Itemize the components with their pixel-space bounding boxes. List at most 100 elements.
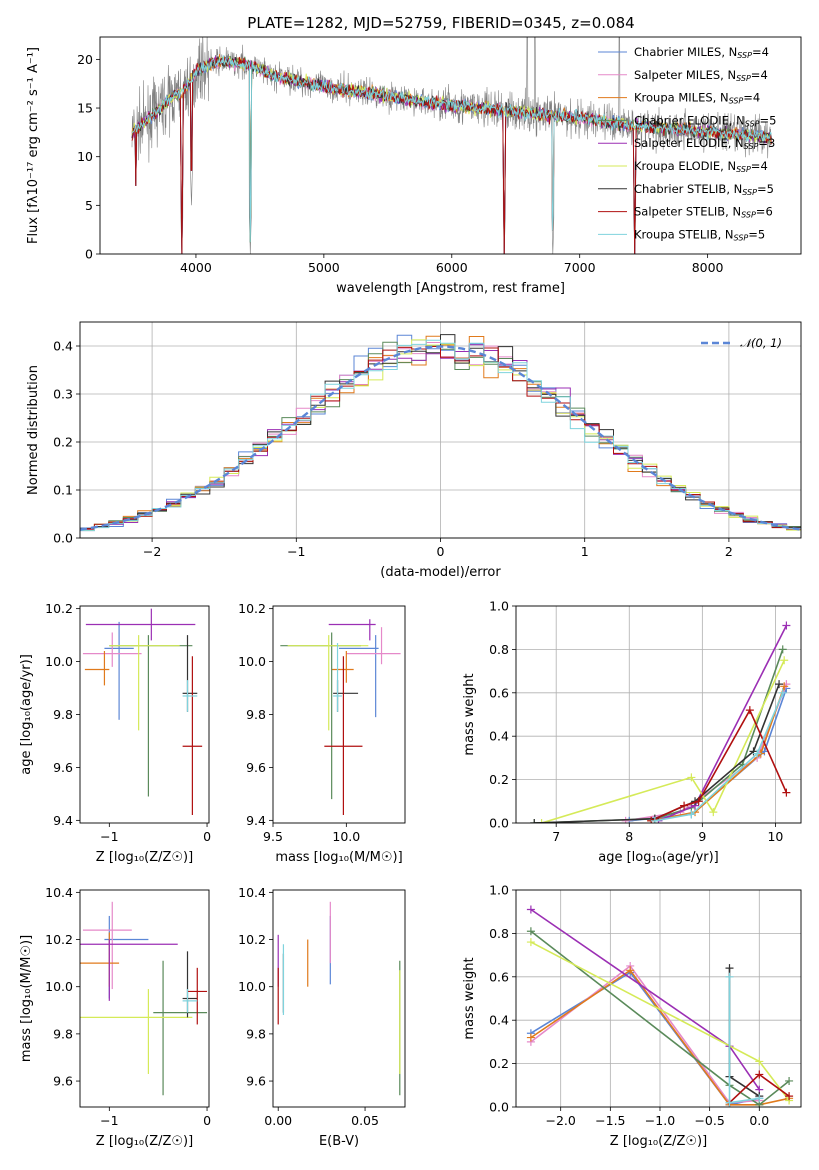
series-point-marker [650, 816, 659, 823]
x-axis-label: Z [log₁₀(Z/Z☉)] [96, 850, 193, 865]
y-axis-label: mass [log₁₀(M/M☉)] [19, 935, 34, 1062]
model-spectrum-line [131, 58, 772, 254]
y-tick-label: 0.2 [53, 435, 73, 450]
x-axis-label: (data-model)/error [380, 565, 501, 580]
model-spectrum-line [131, 55, 772, 243]
x-axis-label: mass [log₁₀(M/M☉)] [275, 850, 402, 865]
y-axis-label: mass weight [462, 673, 477, 755]
y-tick-label: 10.4 [45, 885, 73, 900]
y-axis-label: mass weight [462, 957, 477, 1039]
x-tick-label: −1 [100, 829, 118, 844]
model-spectrum-line [131, 56, 772, 254]
y-tick-label: 0.0 [489, 816, 509, 831]
x-tick-label: −1.0 [645, 1113, 675, 1128]
series-point-marker [526, 1033, 535, 1042]
series-point-marker [694, 797, 703, 806]
x-tick-label: −0.5 [694, 1113, 724, 1128]
y-tick-label: 10.2 [45, 601, 73, 616]
series-point-marker [709, 808, 718, 817]
series-point-marker [745, 706, 754, 715]
x-tick-label: 0.00 [264, 1113, 292, 1128]
legend-nssp: 4 [760, 159, 767, 173]
legend-nssp: 5 [758, 227, 765, 241]
y-tick-label: 9.4 [53, 813, 73, 828]
series-line [534, 683, 780, 823]
series-point-marker [780, 682, 789, 691]
y-tick-label: 9.4 [246, 813, 266, 828]
y-tick-label: 10.2 [45, 932, 73, 947]
weight-series [530, 621, 791, 823]
x-tick-label: −2 [143, 544, 161, 559]
weight-vs-Z-panel: −2.0 −1.5 −1.0 −0.5 0.0 0.0 0.2 0.4 0.6 0.8 1.0 Z [… [462, 883, 802, 1149]
legend-label: Chabrier MILES, NSSP=4 [634, 45, 769, 60]
axes-frame [79, 321, 802, 539]
residuals-panel: −2 −1 0 1 2 0.0 0.1 0.2 0.3 0.4 (data-model)/error… [26, 321, 802, 580]
series-point-marker [537, 819, 546, 823]
y-tick-label: 10.0 [45, 654, 73, 669]
y-tick-label: 0.6 [489, 685, 509, 700]
x-tick-label: 9.5 [263, 829, 283, 844]
axes-frame [79, 605, 210, 824]
series-line [650, 708, 788, 822]
y-tick-label: 0.2 [489, 1056, 509, 1071]
legend-label: Kroupa MILES, NSSP=4 [634, 91, 760, 106]
errorbars [277, 901, 401, 1096]
model-spectrum-line [131, 56, 772, 254]
y-tick-label: 20 [77, 52, 93, 67]
series-point-marker [755, 1070, 764, 1079]
series-point-marker [621, 816, 630, 823]
errorbars [280, 619, 401, 816]
legend-label: 𝒩(0, 1) [740, 336, 782, 350]
legend-model-name: Kroupa MILES [634, 91, 713, 105]
x-tick-label: 4000 [180, 260, 212, 275]
x-tick-label: 9 [698, 829, 706, 844]
series-point-marker [785, 1092, 794, 1101]
legend-nssp: 6 [765, 205, 772, 219]
series-point-marker [782, 788, 791, 797]
y-tick-label: 0.6 [489, 969, 509, 984]
x-axis-label: E(B-V) [319, 1134, 359, 1149]
y-tick-label: 15 [77, 101, 93, 116]
axes-frame [515, 889, 802, 1108]
x-tick-label: 0 [203, 1113, 211, 1128]
model-spectrum-line [131, 55, 772, 254]
x-tick-label: −1 [287, 544, 305, 559]
x-tick-label: 6000 [436, 260, 468, 275]
residual-histograms [80, 334, 801, 532]
series-point-marker [725, 1098, 734, 1107]
x-tick-label: 0 [437, 544, 445, 559]
weight-series [526, 905, 794, 1107]
legend-model-name: Salpeter STELIB [634, 205, 725, 219]
legend-nssp: 5 [767, 182, 774, 196]
x-tick-label: 7 [552, 829, 560, 844]
y-tick-label: 10.4 [238, 885, 266, 900]
y-tick-label: 0.1 [53, 483, 73, 498]
axes-frame [99, 36, 802, 255]
y-tick-label: 9.6 [246, 1074, 266, 1089]
legend-label: Kroupa ELODIE, NSSP=4 [634, 159, 768, 174]
mass-vs-ebv-panel: 0.00 0.05 9.6 9.8 10.0 10.2 10.4 E(B-V) [238, 885, 406, 1149]
residual-step-line [80, 339, 801, 532]
legend-label: Salpeter MILES, NSSP=4 [634, 68, 768, 83]
axes-frame [515, 605, 802, 824]
x-tick-label: 0.05 [351, 1113, 379, 1128]
x-axis-label: age [log₁₀(age/yr)] [598, 850, 719, 865]
y-tick-label: 10.0 [45, 979, 73, 994]
legend-label: Chabrier STELIB, NSSP=5 [634, 182, 774, 197]
y-tick-label: 1.0 [489, 883, 509, 898]
legend-model-name: Chabrier MILES [634, 45, 721, 59]
series-point-marker [626, 966, 635, 975]
y-tick-label: 0.8 [489, 926, 509, 941]
y-tick-label: 9.6 [53, 1074, 73, 1089]
series-line [530, 971, 760, 1106]
spectrum-lines [131, 37, 772, 254]
x-tick-label: 10.0 [332, 829, 360, 844]
y-tick-label: 0.4 [489, 1013, 509, 1028]
age-vs-Z-panel: −1 0 9.4 9.6 9.8 10.0 10.2 Z [log₁₀(Z/Z☉)] age [… [19, 601, 211, 865]
series-line [651, 686, 785, 822]
y-tick-label: 9.6 [53, 760, 73, 775]
weight-vs-age-panel: 7 8 9 10 0.0 0.2 0.4 0.6 0.8 1.0 age [log₁₀(age/yr… [462, 599, 802, 865]
y-tick-label: 0.8 [489, 642, 509, 657]
series-point-marker [778, 688, 787, 697]
